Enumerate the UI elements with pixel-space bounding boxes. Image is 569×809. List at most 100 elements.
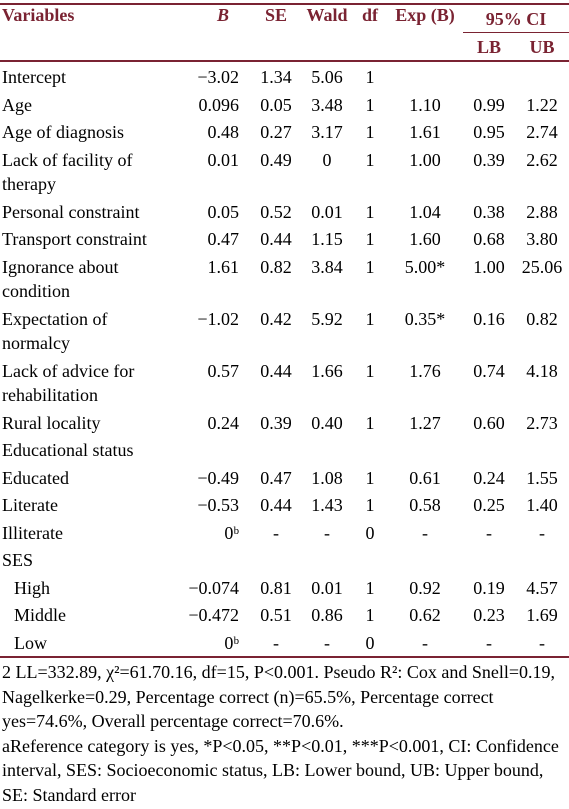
cell: 0.39 [260,412,292,433]
cell [301,546,353,574]
cell: 0.27 [260,122,292,142]
cell: 0.23 [473,605,505,625]
cell: 0.74 [473,360,505,381]
cell: - [251,628,301,658]
cell: 0.58 [409,495,441,515]
cell: 2.88 [526,201,558,222]
cell [463,61,515,91]
cell: 0.42 [260,308,292,329]
cell: 1.61 [409,122,441,142]
table-row: High −0.074 0.81 0.01 1 0.92 0.19 4.57 [0,574,569,602]
table-row: Age of diagnosis 0.48 0.27 3.17 1 1.61 0.95 2.7… [0,118,569,146]
cell: 0.95 [473,122,505,142]
cell: 3.84 [311,256,343,277]
header-cell: SE [251,3,301,62]
table-body: Intercept −3.02 1.34 5.06 1 Age 0.096 0.05 3.48 1… [0,61,569,658]
table-row: SES [0,546,569,574]
cell [387,546,463,574]
row-label: Ignorance about condition [2,256,119,302]
cell: 2.74 [526,122,558,142]
cell: 0 [322,149,332,170]
cell: 0.24 [207,412,240,433]
row-label: SES [2,550,34,570]
cell [463,436,515,464]
cell: 0.01 [311,577,343,598]
cell: 0.05 [207,201,240,222]
table-row: Age 0.096 0.05 3.48 1 1.10 0.99 1.22 [0,91,569,119]
cell: 0.44 [260,360,292,381]
cell: 1.22 [526,94,558,115]
cell: 0 [353,628,387,658]
cell: 1 [365,201,375,222]
header-cell: LB [463,32,515,62]
cell: 0.81 [260,577,292,598]
row-label: Personal constraint [2,201,140,222]
row-label: Intercept [2,67,66,87]
footnote: 2 LL=332.89, χ²=61.70.16, df=15, P<0.001… [2,662,556,731]
row-label: Lack of facility of therapy [2,149,133,195]
row-label: Transport constraint [2,229,147,249]
cell [301,436,353,464]
cell: - [539,522,545,543]
cell: - [273,522,279,543]
cell: 0ᵇ [224,522,239,543]
header-cell: UB [515,32,569,62]
header-cell: df [353,3,387,62]
cell: 1.55 [526,467,558,488]
table-row: Transport constraint 0.47 0.44 1.15 1 1.60 0.6… [0,225,569,253]
cell: 0.51 [260,605,292,625]
table-row: Middle −0.472 0.51 0.86 1 0.62 0.23 1.69 [0,601,569,629]
cell: 1 [365,67,375,87]
cell: 0.47 [260,467,292,488]
cell: 0.47 [207,229,240,249]
cell: −1.02 [197,308,239,329]
table-row: Educated −0.49 0.47 1.08 1 0.61 0.24 1.55 [0,464,569,492]
cell: - [387,628,463,658]
cell: 0.82 [526,308,558,329]
row-label: Rural locality [2,412,101,433]
cell: −0.49 [197,467,239,488]
cell: 0.19 [473,577,505,598]
cell [251,546,301,574]
header-cell: 95% CI [463,3,569,33]
cell: 0.01 [207,149,240,170]
cell: 1 [365,122,375,142]
cell: 0.99 [473,94,505,115]
table-row: Personal constraint 0.05 0.52 0.01 1 1.04 0.38… [0,198,569,226]
cell: 1 [365,412,375,433]
cell: 1.61 [207,256,240,277]
cell: 0.05 [260,94,292,115]
cell: 0.25 [473,495,505,515]
cell: 1 [365,605,375,625]
cell: - [515,628,569,658]
cell: 0.86 [311,605,343,625]
cell: 0.24 [473,467,505,488]
cell [387,61,463,91]
cell: 0.40 [311,412,343,433]
row-label: High [14,577,50,598]
cell: 25.06 [521,256,563,277]
cell: - [422,522,428,543]
cell: 0.35* [404,308,446,329]
row-label: Illiterate [2,522,63,543]
row-label: Expectation of normalcy [2,308,108,354]
cell: 1.00 [409,149,441,170]
cell: 2.62 [526,149,558,170]
cell: 1.27 [409,412,441,433]
cell: 0.52 [260,201,292,222]
cell: 1.15 [311,229,343,249]
cell: 1 [365,467,375,488]
cell: 5.06 [311,67,343,87]
row-label: Middle [14,605,66,625]
cell: 1.10 [409,94,441,115]
cell: 0.49 [260,149,292,170]
cell [163,546,251,574]
cell: 1 [365,577,375,598]
cell: 1.04 [409,201,441,222]
cell: 1 [365,229,375,249]
cell: −0.074 [188,577,239,598]
cell [387,436,463,464]
cell: 1 [365,149,375,170]
header-cell: Variables [0,3,163,62]
cell: - [324,522,330,543]
